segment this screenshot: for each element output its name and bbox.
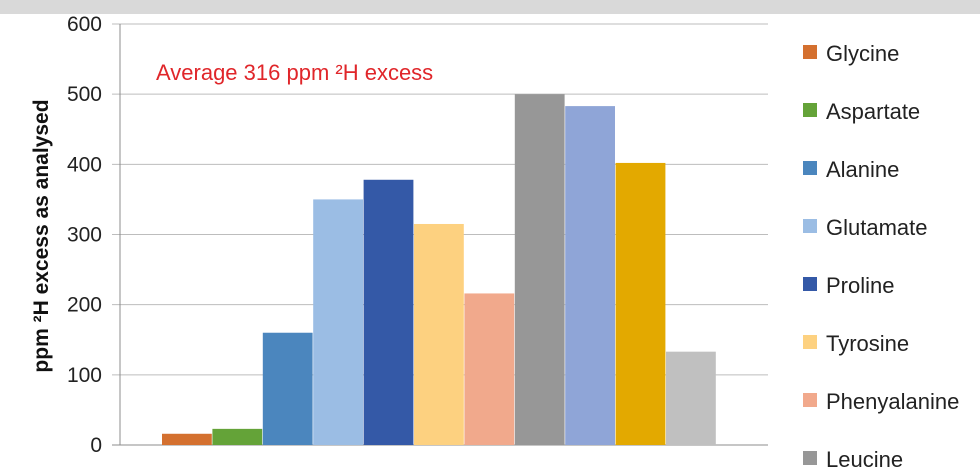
y-tick-label: 100 [67, 364, 102, 387]
y-axis: 0 100 200 300 400 500 600 [67, 13, 121, 457]
bar-phenyalanine [464, 293, 515, 445]
legend-label-alanine: Alanine [826, 157, 899, 182]
y-tick-label: 400 [67, 153, 102, 176]
bar-series-10 [615, 162, 666, 445]
y-tick-label: 500 [67, 83, 102, 106]
legend-label-glutamate: Glutamate [826, 215, 928, 240]
legend-swatch-phenyalanine [803, 393, 817, 407]
legend-label-phenyalanine: Phenyalanine [826, 389, 959, 414]
legend-swatch-proline [803, 277, 817, 291]
legend-swatch-glutamate [803, 219, 817, 233]
legend-swatch-tyrosine [803, 335, 817, 349]
legend-label-glycine: Glycine [826, 41, 899, 66]
bar-leucine [514, 94, 565, 446]
bar-aspartate [212, 428, 263, 445]
y-axis-label: ppm ²H excess as analysed [30, 99, 53, 372]
bar-proline [363, 179, 414, 445]
y-tick-label: 200 [67, 294, 102, 317]
legend-swatch-glycine [803, 45, 817, 59]
y-tick-label: 300 [67, 224, 102, 247]
y-tick-label: 600 [67, 13, 102, 36]
bar-glycine [162, 433, 212, 445]
bar-series-11 [666, 351, 716, 445]
legend-label-aspartate: Aspartate [826, 99, 920, 124]
top-bar [0, 0, 980, 14]
legend: Glycine Aspartate Alanine Glutamate Proline T… [803, 41, 959, 468]
legend-label-proline: Proline [826, 273, 894, 298]
bar-glutamate [313, 199, 363, 445]
legend-swatch-alanine [803, 161, 817, 175]
bar-tyrosine [414, 223, 464, 445]
bars [162, 94, 716, 446]
legend-swatch-leucine [803, 451, 817, 465]
legend-label-tyrosine: Tyrosine [826, 331, 909, 356]
y-tick-label: 0 [90, 434, 102, 457]
average-annotation: Average 316 ppm ²H excess [156, 60, 433, 85]
legend-swatch-aspartate [803, 103, 817, 117]
legend-label-leucine: Leucine [826, 447, 903, 468]
bar-series-9 [565, 106, 615, 445]
bar-alanine [262, 332, 313, 445]
